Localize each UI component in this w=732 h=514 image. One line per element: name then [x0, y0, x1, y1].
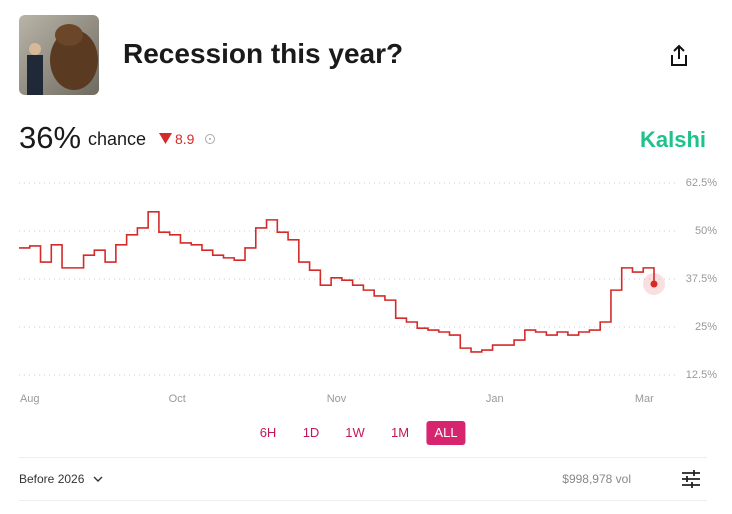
down-arrow: [159, 133, 172, 144]
change: 8.9: [175, 131, 195, 147]
price-chart: 62.5% 50% 37.5% 25% 12.5% Aug Oct Nov Jan Mar: [19, 177, 717, 405]
settings-button[interactable]: [680, 469, 702, 489]
x-tick-label: Aug: [20, 393, 40, 405]
current-point: [650, 280, 658, 288]
x-tick-label: Mar: [635, 393, 654, 405]
range-button[interactable]: 1M: [390, 425, 410, 440]
range-buttons: 6H 1D 1W 1M ALL: [0, 420, 732, 446]
y-tick-label: 37.5%: [686, 273, 717, 285]
market-image: [19, 15, 99, 95]
x-tick-label: Oct: [169, 393, 186, 405]
x-tick-label: Nov: [327, 393, 347, 405]
y-tick-label: 12.5%: [686, 369, 717, 381]
chevron: [93, 476, 103, 482]
x-tick-label: Jan: [486, 393, 504, 405]
filter-dropdown[interactable]: Before 2026: [19, 472, 85, 486]
y-tick-label: 50%: [695, 225, 717, 237]
y-tick-label: 62.5%: [686, 177, 717, 189]
brand: Kalshi: [639, 127, 706, 152]
volume: $998,978 vol: [562, 472, 631, 486]
probability: 36%: [19, 120, 82, 155]
range-button[interactable]: ALL: [426, 421, 466, 445]
divider: [19, 457, 707, 458]
info-icon[interactable]: [204, 133, 216, 145]
divider: [19, 500, 707, 501]
range-button[interactable]: 1D: [302, 425, 320, 440]
y-tick-label: 25%: [695, 321, 717, 333]
range-button[interactable]: 6H: [259, 425, 277, 440]
share-button[interactable]: [668, 44, 690, 68]
market-title: Recession this year?: [123, 38, 404, 69]
range-button[interactable]: 1W: [345, 425, 365, 440]
chance-label: chance: [88, 129, 147, 149]
price-line: [19, 211, 655, 353]
